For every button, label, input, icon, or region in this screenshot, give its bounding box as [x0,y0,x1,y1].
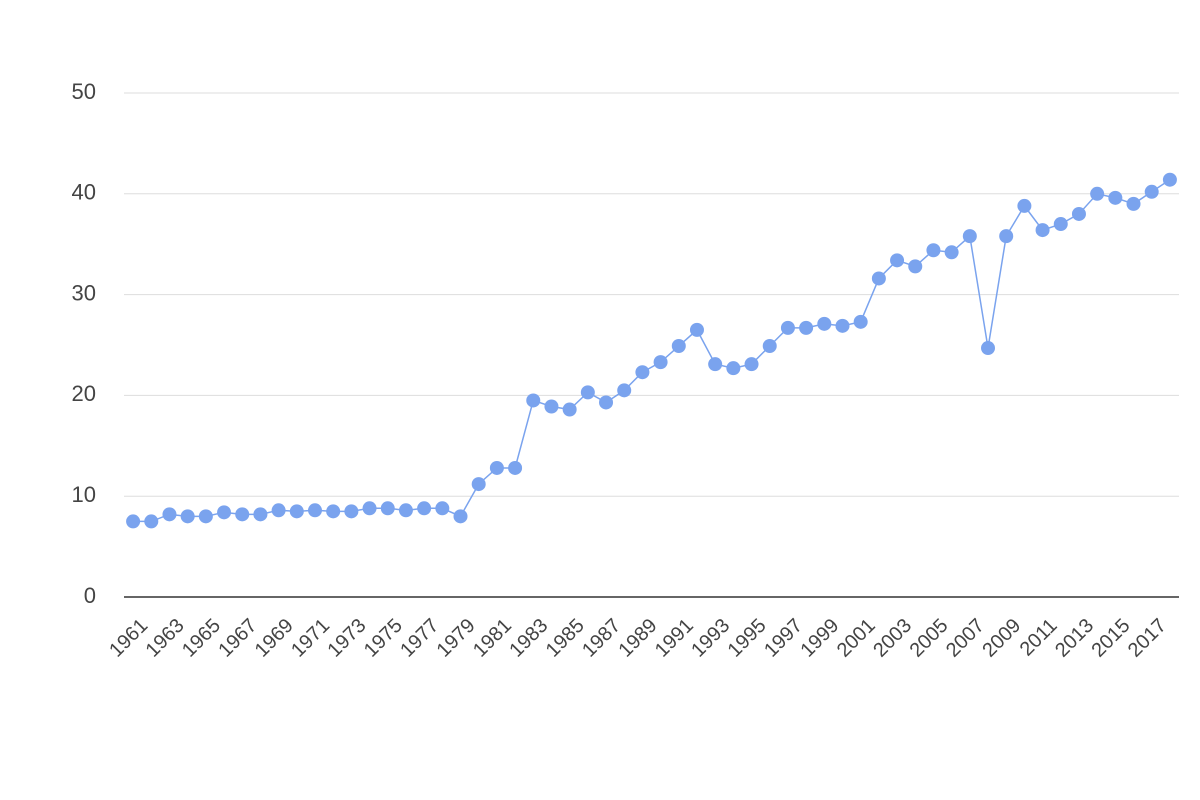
data-point [489,460,504,475]
x-tick-label: 1973 [323,615,370,662]
x-tick-label: 2005 [906,615,953,662]
data-point [144,514,159,529]
x-tick-label: 2017 [1124,615,1171,662]
x-tick-label: 1967 [214,615,261,662]
x-tick-label: 1991 [651,615,698,662]
data-point [926,243,941,258]
data-point [1053,217,1068,232]
data-point [1035,223,1050,238]
x-tick-label: 1977 [396,615,443,662]
x-tick-label: 1963 [142,615,189,662]
x-tick-label: 1983 [505,615,552,662]
data-point [1144,184,1159,199]
x-tick-label: 1961 [105,615,152,662]
data-point [453,509,468,524]
data-point [762,339,777,354]
data-point [871,271,886,286]
x-tick-label: 2007 [942,615,989,662]
data-point [435,501,450,516]
data-point [962,229,977,244]
data-point [744,357,759,372]
data-point [380,501,395,516]
data-point [853,314,868,329]
x-tick-label: 1999 [796,615,843,662]
y-tick-label: 30 [72,280,96,305]
data-point [417,501,432,516]
data-point [671,339,686,354]
x-tick-label: 1997 [760,615,807,662]
data-point [398,503,413,518]
series-line [133,179,1171,523]
x-tick-label: 1975 [360,615,407,662]
data-point [1108,190,1123,205]
x-tick-label: 1985 [542,615,589,662]
x-tick-label: 1969 [251,615,298,662]
x-tick-label: 2011 [1016,615,1062,661]
x-tick-label: 2013 [1051,615,1098,662]
x-tick-label: 1989 [615,615,662,662]
data-point [890,253,905,268]
data-point [180,509,195,524]
data-point [835,318,850,333]
data-point [562,402,577,417]
x-tick-label: 2001 [833,615,880,662]
data-point [635,365,650,380]
y-tick-label: 40 [72,180,96,205]
data-point [1126,196,1141,211]
data-point [289,504,304,519]
data-point [580,385,595,400]
data-point [944,245,959,260]
data-point [307,503,322,518]
data-point [526,393,541,408]
x-tick-label: 2009 [978,615,1025,662]
data-point [999,229,1014,244]
data-point [162,507,177,522]
data-point [253,507,268,522]
x-tick-label: 1971 [287,615,334,662]
data-point [344,504,359,519]
data-point [799,320,814,335]
data-point [217,505,232,520]
y-tick-label: 10 [72,482,96,507]
data-point [689,322,704,337]
data-point [362,501,377,516]
data-point [726,361,741,376]
x-tick-label: 1993 [687,615,734,662]
data-point [1017,198,1032,213]
data-point [908,259,923,274]
y-tick-label: 50 [72,79,96,104]
x-tick-label: 1987 [578,615,625,662]
y-tick-label: 0 [84,583,96,608]
x-tick-label: 1965 [178,615,225,662]
data-point [1162,172,1177,187]
data-point [198,509,213,524]
x-tick-label: 1995 [724,615,771,662]
data-point [708,357,723,372]
data-point [599,395,614,410]
data-point [617,383,632,398]
data-point [1071,206,1086,221]
data-point [981,341,996,356]
data-point [471,477,486,492]
data-point [271,503,286,518]
data-point [126,514,141,529]
x-tick-label: 2003 [869,615,916,662]
data-point [326,504,341,519]
data-point [508,460,523,475]
data-point [817,316,832,331]
data-point [653,355,668,370]
y-tick-label: 20 [72,381,96,406]
x-tick-label: 1981 [469,615,516,662]
data-point [544,399,559,414]
x-tick-label: 1979 [433,615,480,662]
data-point [235,507,250,522]
data-point [780,320,795,335]
data-point [1090,186,1105,201]
x-tick-label: 2015 [1087,615,1134,662]
